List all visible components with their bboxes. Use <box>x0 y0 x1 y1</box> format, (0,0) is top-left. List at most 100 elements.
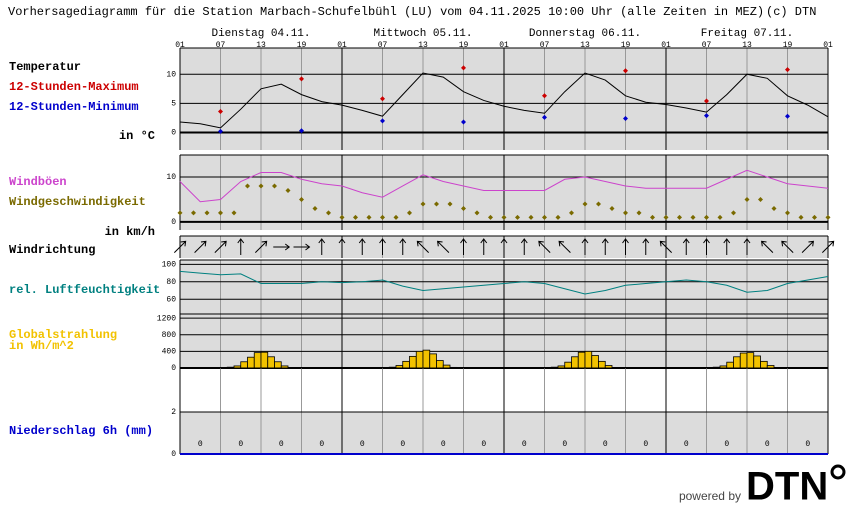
point <box>258 183 264 189</box>
point <box>461 65 466 71</box>
point <box>744 196 750 202</box>
wind-arrow <box>416 240 430 254</box>
bar <box>253 352 262 369</box>
wind-arrow <box>558 240 571 254</box>
unit-label: in km/h <box>105 225 155 239</box>
point <box>380 96 385 102</box>
point <box>231 210 237 216</box>
point <box>218 109 223 115</box>
point <box>663 214 669 220</box>
point <box>420 201 426 207</box>
data-label: 0 <box>724 440 729 449</box>
point <box>717 214 723 220</box>
point <box>771 205 777 211</box>
point <box>218 210 223 216</box>
data-label: 0 <box>198 440 203 449</box>
bar <box>436 360 444 369</box>
bar <box>247 356 255 369</box>
bar <box>402 360 410 369</box>
unit-label: in Wh/m^2 <box>9 339 74 353</box>
x-tick-label: 07 <box>702 41 712 50</box>
data-label: 0 <box>238 440 243 449</box>
wind-arrow <box>801 240 814 254</box>
x-tick-label: 01 <box>823 41 833 50</box>
series-label: 12-Stunden-Maximum <box>9 80 139 94</box>
wind-arrow <box>682 238 690 255</box>
wind-arrow <box>338 238 346 255</box>
wind-arrow <box>622 238 629 255</box>
x-tick-label: 13 <box>418 41 428 50</box>
wind-arrow <box>358 238 366 255</box>
x-tick-label: 07 <box>378 41 388 50</box>
wind-arrow <box>293 243 311 251</box>
wind-arrow <box>761 240 774 254</box>
y-tick-label: 100 <box>162 260 177 269</box>
x-tick-label: 13 <box>742 41 752 50</box>
bar <box>746 352 755 369</box>
point <box>474 210 480 216</box>
point <box>353 214 358 220</box>
data-label: 0 <box>279 440 284 449</box>
bar <box>571 356 579 369</box>
data-label: 0 <box>684 440 689 449</box>
wind-arrow <box>581 238 589 255</box>
point <box>623 210 628 216</box>
x-tick-label: 01 <box>661 41 671 50</box>
point <box>785 210 790 216</box>
point <box>704 214 709 220</box>
data-label: 0 <box>603 440 608 449</box>
series-label: Windgeschwindigkeit <box>9 195 146 209</box>
wind-arrow <box>480 238 488 255</box>
series-label: 12-Stunden-Minimum <box>9 100 139 114</box>
point <box>299 128 304 134</box>
wind-arrow <box>194 240 207 254</box>
wind-arrow <box>173 240 187 254</box>
y-tick-label: 1200 <box>157 314 176 323</box>
data-label: 0 <box>400 440 405 449</box>
wind-arrow <box>601 238 609 255</box>
point <box>704 113 709 119</box>
point <box>299 76 304 82</box>
point <box>528 214 534 220</box>
point <box>447 201 453 207</box>
point <box>407 210 412 216</box>
point <box>636 210 642 216</box>
point <box>650 214 655 220</box>
point <box>312 205 318 211</box>
series-label: Windböen <box>9 175 67 189</box>
x-tick-label: 01 <box>337 41 347 50</box>
point <box>488 214 493 220</box>
wind-arrow <box>520 238 528 255</box>
x-tick-label: 13 <box>256 41 266 50</box>
wind-arrow <box>821 240 835 254</box>
bar <box>429 353 437 369</box>
series-label: rel. Luftfeuchtigkeit <box>9 283 160 297</box>
wind-arrow <box>659 240 673 254</box>
wind-arrow <box>743 238 751 255</box>
bar <box>739 352 748 369</box>
x-tick-label: 19 <box>783 41 793 50</box>
point <box>609 205 615 211</box>
data-label: 0 <box>319 440 324 449</box>
wind-arrow <box>273 243 291 251</box>
data-label: 0 <box>562 440 567 449</box>
title: Vorhersagediagramm für die Station Marba… <box>8 5 764 19</box>
point <box>272 183 277 189</box>
point <box>461 205 466 211</box>
wind-arrow <box>214 240 227 254</box>
data-label: 0 <box>765 440 770 449</box>
point <box>285 187 291 193</box>
y-tick-label: 10 <box>166 70 176 79</box>
y-tick-label: 0 <box>171 129 176 138</box>
point <box>569 210 574 216</box>
wind-arrow <box>781 240 794 254</box>
unit-label: in °C <box>119 129 155 143</box>
bar <box>409 355 417 369</box>
bar <box>760 360 768 369</box>
wind-arrow <box>399 238 407 255</box>
x-tick-label: 19 <box>459 41 469 50</box>
point <box>393 214 399 220</box>
data-label: 0 <box>441 440 446 449</box>
x-tick-label: 07 <box>540 41 550 50</box>
